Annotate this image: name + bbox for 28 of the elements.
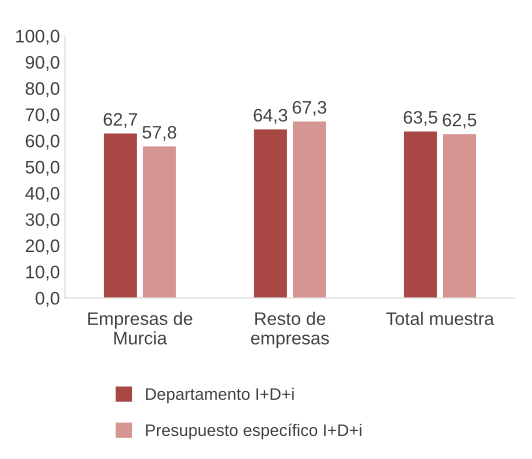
y-tick-label: 40,0	[25, 186, 60, 202]
y-tick-label: 70,0	[26, 108, 60, 124]
x-tick-label: Empresas de Murcia	[88, 312, 192, 344]
y-tick-label: 30,0	[26, 213, 60, 228]
data-label: 63,5	[404, 110, 438, 126]
y-tick-label: 90,0	[26, 56, 60, 71]
data-label: 57,8	[142, 126, 176, 141]
data-label: 62,7	[104, 113, 138, 128]
bar	[404, 131, 437, 298]
bar	[104, 134, 137, 298]
y-tick-label: 20,0	[26, 239, 60, 254]
bar	[292, 122, 326, 298]
x-tick-label: Resto de empresas	[251, 312, 329, 348]
bar	[254, 129, 287, 298]
y-tick-label: 50,0	[26, 160, 60, 176]
y-tick-label: 10,0	[26, 266, 60, 281]
x-tick-label: Total muestra	[386, 312, 494, 326]
y-tick-label: 100,0	[16, 30, 60, 45]
bar	[142, 146, 176, 298]
y-tick-label: 0,0	[36, 292, 60, 307]
data-label: 67,3	[292, 100, 326, 116]
legend-label: Presupuesto específico I+D+i	[146, 424, 362, 440]
bar	[442, 134, 476, 298]
y-tick-label: 60,0	[26, 134, 60, 150]
y-tick-label: 80,0	[26, 82, 60, 98]
legend-label: Departamento I+D+i	[146, 388, 294, 404]
data-label: 64,3	[254, 108, 288, 124]
data-label: 62,5	[442, 114, 476, 128]
